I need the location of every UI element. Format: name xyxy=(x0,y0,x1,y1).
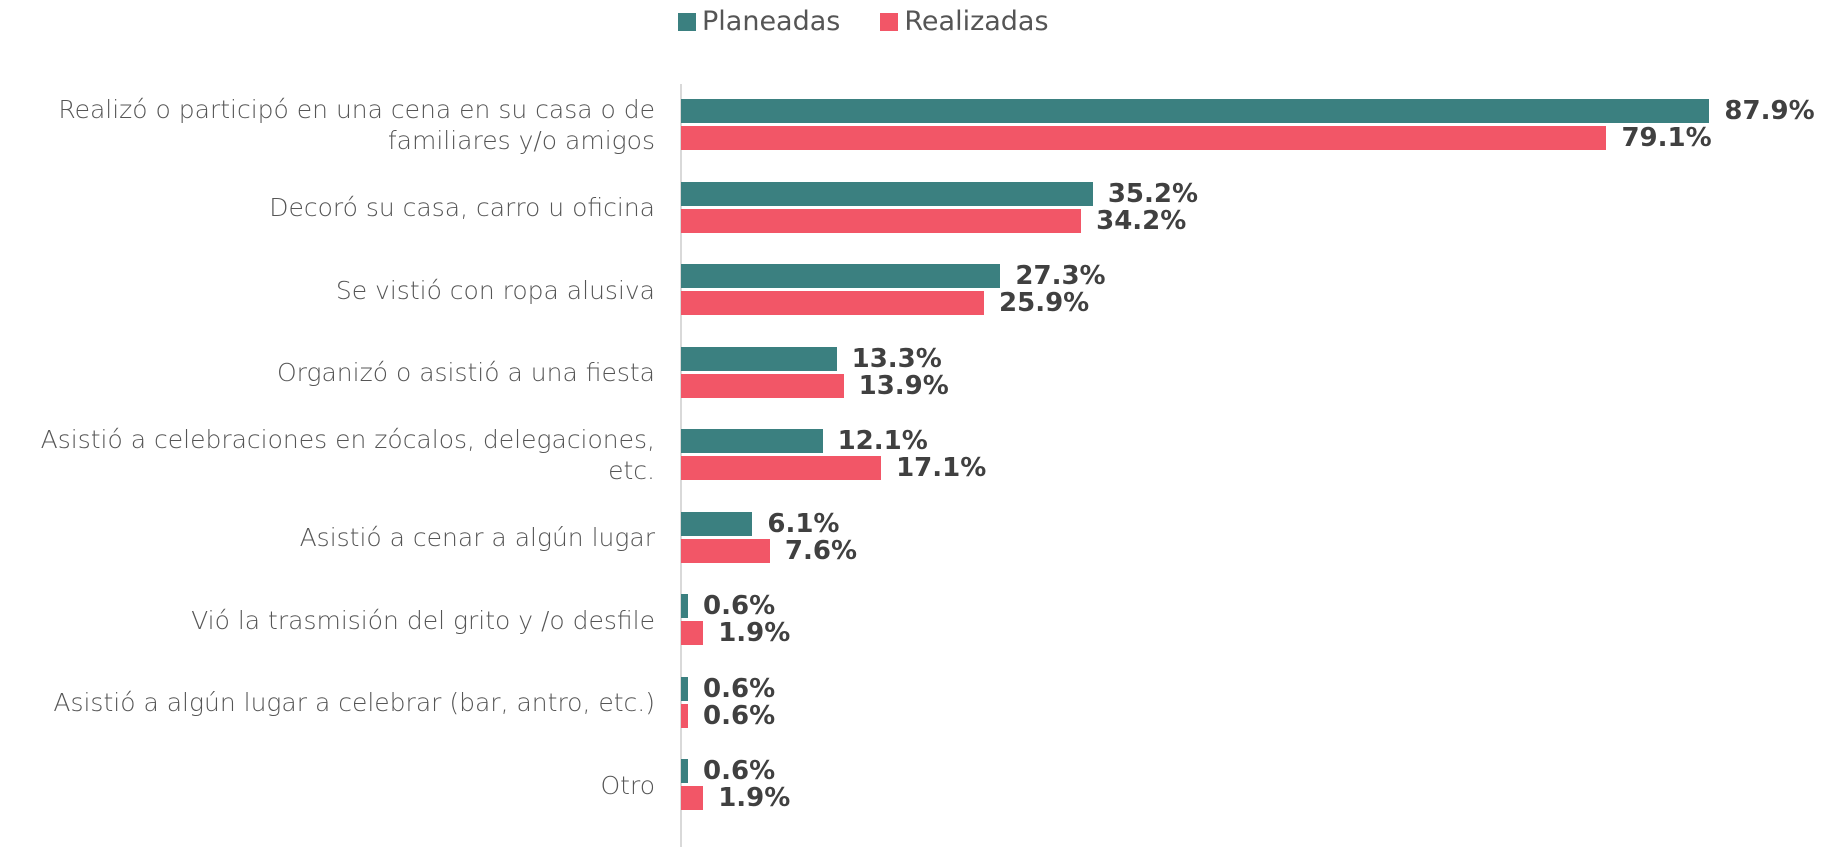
bar xyxy=(681,759,689,783)
category-label: Decoró su casa, carro u oficina xyxy=(269,193,655,222)
legend-label: Realizadas xyxy=(904,6,1049,37)
bar xyxy=(681,126,1607,150)
category-label: Se vistió con ropa alusiva xyxy=(335,275,655,305)
value-label: 0.6% xyxy=(703,700,776,731)
bar xyxy=(681,373,844,398)
value-label: 25.9% xyxy=(999,288,1090,318)
legend-swatch xyxy=(880,12,899,31)
legend-item: Planeadas xyxy=(678,6,840,37)
legend-item: Realizadas xyxy=(880,6,1049,37)
bar xyxy=(681,621,704,645)
value-label: 6.1% xyxy=(767,508,840,539)
bar xyxy=(681,594,689,618)
chart: Planeadas Realizadas Realizó o participó e… xyxy=(40,6,1815,847)
value-label: 0.6% xyxy=(703,591,776,621)
category-label: Organizó o asistió a una fiesta xyxy=(276,358,655,387)
value-label: 35.2% xyxy=(1107,178,1199,209)
bar xyxy=(681,538,770,563)
bar xyxy=(681,511,753,536)
value-label: 1.9% xyxy=(718,618,791,648)
category-label: Asistió a celebraciones en zócalos, dele… xyxy=(40,425,655,485)
legend: Planeadas Realizadas xyxy=(678,6,1089,37)
value-label: 27.3% xyxy=(1015,261,1106,291)
value-label: 7.6% xyxy=(784,535,858,566)
value-label: 0.6% xyxy=(703,756,776,786)
bar xyxy=(681,703,689,728)
bar xyxy=(681,264,1001,288)
value-label: 17.1% xyxy=(896,453,987,483)
bar xyxy=(681,456,882,480)
value-label: 34.2% xyxy=(1096,205,1187,236)
category-label: Vió la trasmisión del grito y /o desfile xyxy=(191,605,655,635)
category-label: Realizó o participó en una cena en su ca… xyxy=(58,95,655,155)
bar xyxy=(681,676,689,701)
value-label: 13.9% xyxy=(858,370,949,401)
category-label: Asistió a cenar a algún lugar xyxy=(299,523,655,552)
legend-label: Planeadas xyxy=(702,6,841,37)
value-label: 13.3% xyxy=(851,343,942,374)
value-label: 12.1% xyxy=(837,426,928,456)
bar xyxy=(681,99,1710,123)
legend-swatch xyxy=(678,12,696,31)
bar xyxy=(681,429,823,453)
bar xyxy=(681,346,837,371)
value-label: 87.9% xyxy=(1724,96,1815,126)
bar xyxy=(681,786,704,810)
bar xyxy=(681,208,1082,233)
bar xyxy=(681,291,985,315)
value-label: 1.9% xyxy=(718,783,791,813)
category-label: Asistió a algún lugar a celebrar (bar, a… xyxy=(53,688,655,717)
bar xyxy=(681,181,1093,206)
category-label: Otro xyxy=(600,770,655,800)
value-label: 0.6% xyxy=(703,673,776,704)
value-label: 79.1% xyxy=(1621,123,1712,153)
